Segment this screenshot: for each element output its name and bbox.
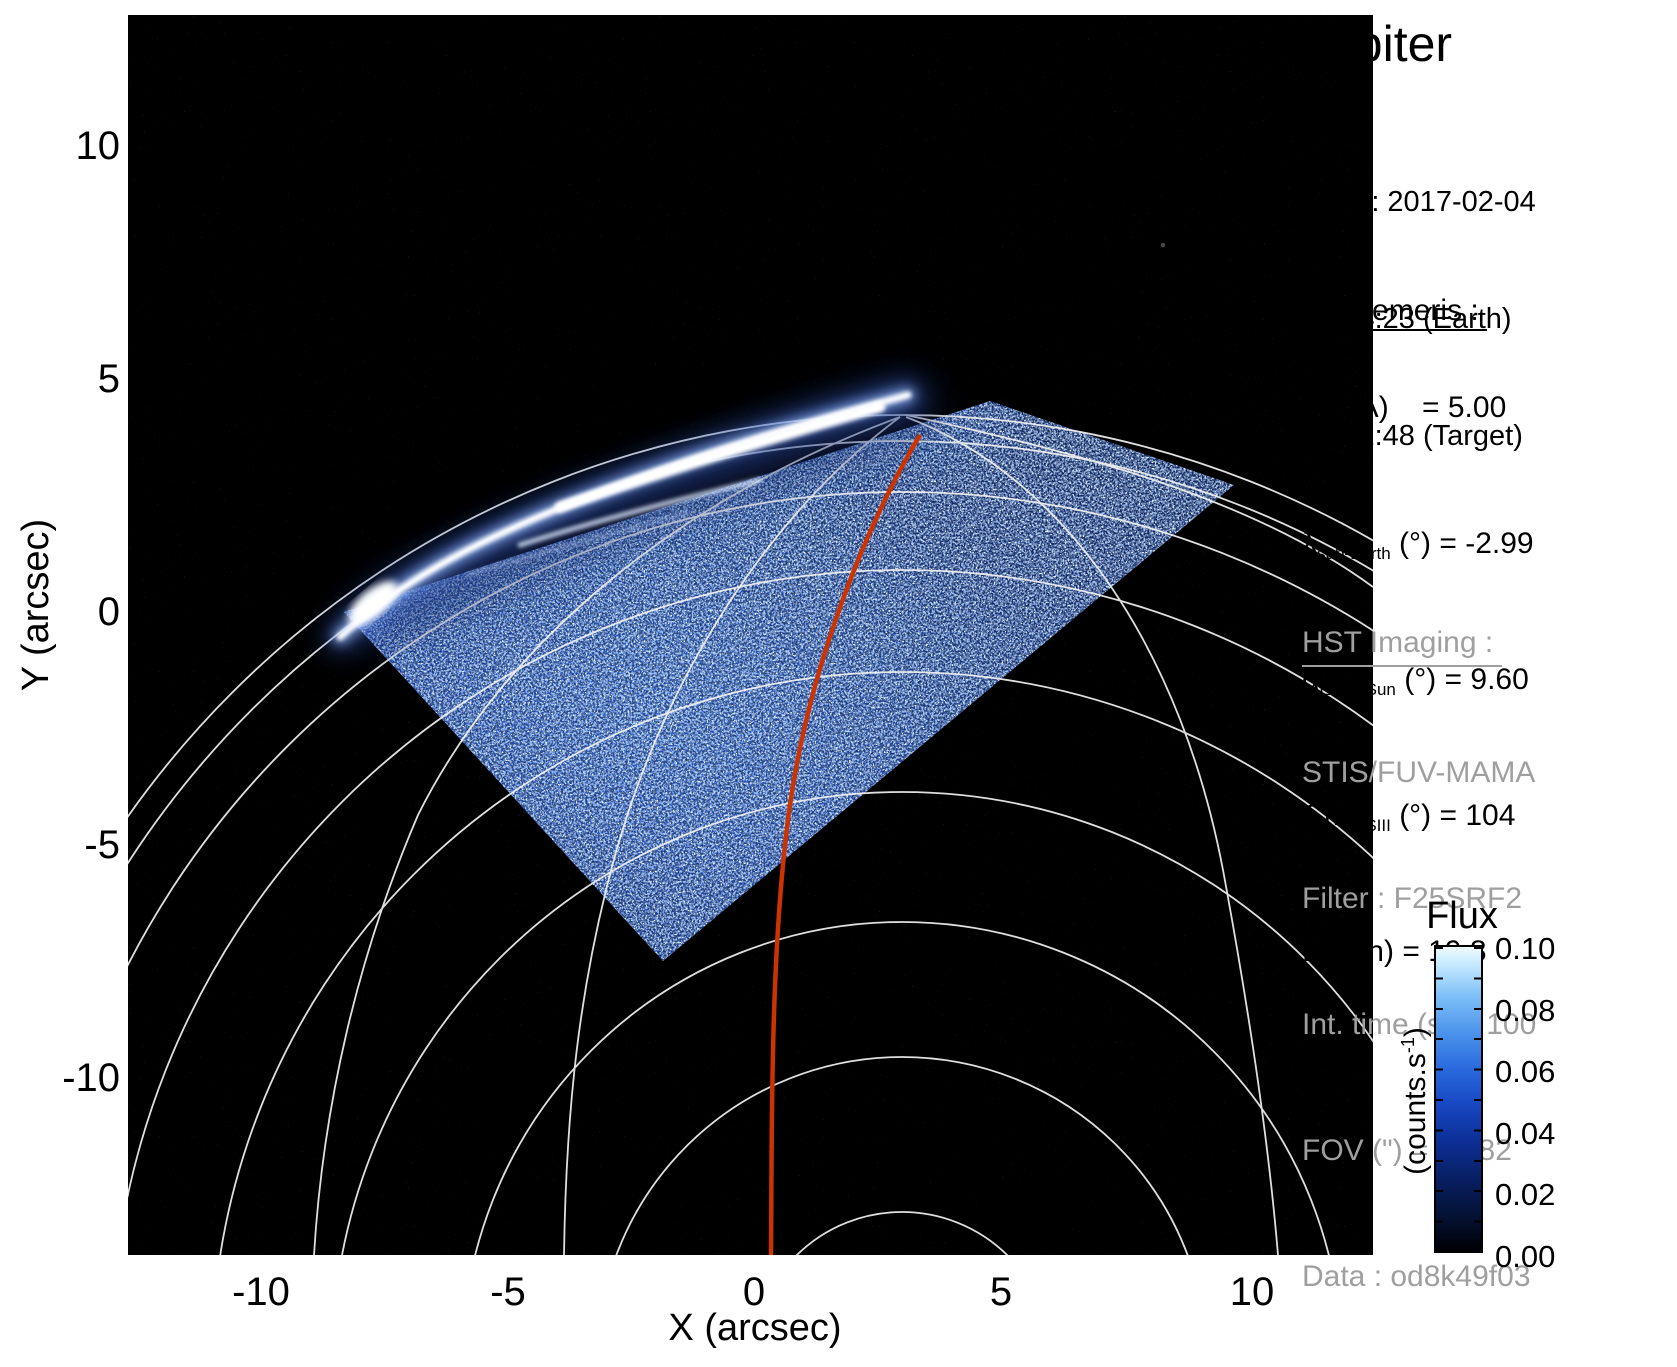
y-tick-label: -5 (84, 823, 120, 867)
ephemeris-row-distance: d (UA) = 5.00 (1302, 391, 1507, 424)
ephemeris-row-lambda: λsub-Earth (°) = -2.99 (1302, 527, 1534, 563)
faint-star (1160, 242, 1166, 248)
colorbar-title: Flux (1426, 895, 1498, 937)
colorbar-tick-label: 0.00 (1495, 1239, 1556, 1274)
x-tick-label: -5 (490, 1270, 526, 1314)
meridian-line (905, 414, 1373, 588)
auroral-arc (325, 380, 937, 652)
figure-title: Jupiter (1302, 16, 1453, 72)
hst-filter: Filter : F25SRF2 (1302, 882, 1523, 915)
ephemeris-block: d (UA) = 5.00 λsub-Earth (°) = -2.99 αEa… (1302, 303, 1534, 1025)
colorbar-tick-label: 0.04 (1495, 1116, 1556, 1151)
observation-date: Date : 2017-02-04 (1302, 186, 1536, 218)
ephemeris-row-alpha: αEarth-Sun (°) = 9.60 (1302, 663, 1529, 699)
aurora-left-spot (348, 581, 398, 625)
sky-image-plot (128, 15, 1373, 1255)
colorbar-tick-label: 0.08 (1495, 993, 1556, 1028)
y-tick-label: 5 (97, 357, 120, 401)
y-tick-label: 10 (75, 124, 121, 168)
meridian-line (563, 416, 901, 1255)
observation-time-target: 08:02:48 (Target) (1302, 420, 1523, 452)
ephemeris-heading: Ephemeris : (1302, 260, 1488, 331)
colorbar-tick-label: 0.06 (1495, 1054, 1556, 1089)
aurora-bright-core (554, 401, 886, 513)
hst-data-id: Data : od8k49f03 (1302, 1260, 1531, 1293)
meridian-line (905, 416, 1279, 1255)
x-tick-label: 10 (1229, 1270, 1275, 1314)
x-tick-label: 0 (742, 1270, 766, 1314)
x-axis-title: X (arcsec) (668, 1307, 842, 1349)
jupiter-aurora-image (128, 15, 1373, 1255)
colorbar-tick-label: 0.02 (1495, 1177, 1556, 1212)
y-tick-label: -10 (62, 1056, 120, 1100)
x-tick-label: 5 (989, 1270, 1013, 1314)
colorbar-gradient (1434, 945, 1483, 1253)
x-tick-label: -10 (232, 1270, 290, 1314)
secondary-arc (517, 477, 763, 548)
hst-heading: HST Imaging : (1302, 622, 1502, 667)
cml-meridian-line (768, 433, 922, 1255)
y-axis-title: Y (arcsec) (15, 518, 57, 692)
colorbar-unit-label: (counts.s-1) (1398, 1027, 1432, 1175)
colorbar-tick-label: 0.10 (1495, 931, 1556, 966)
ephemeris-row-cml: CMLSIII (°) = 104 (1302, 799, 1516, 835)
hst-instrument: STIS/FUV-MAMA (1302, 756, 1536, 789)
y-tick-label: 0 (97, 590, 120, 634)
